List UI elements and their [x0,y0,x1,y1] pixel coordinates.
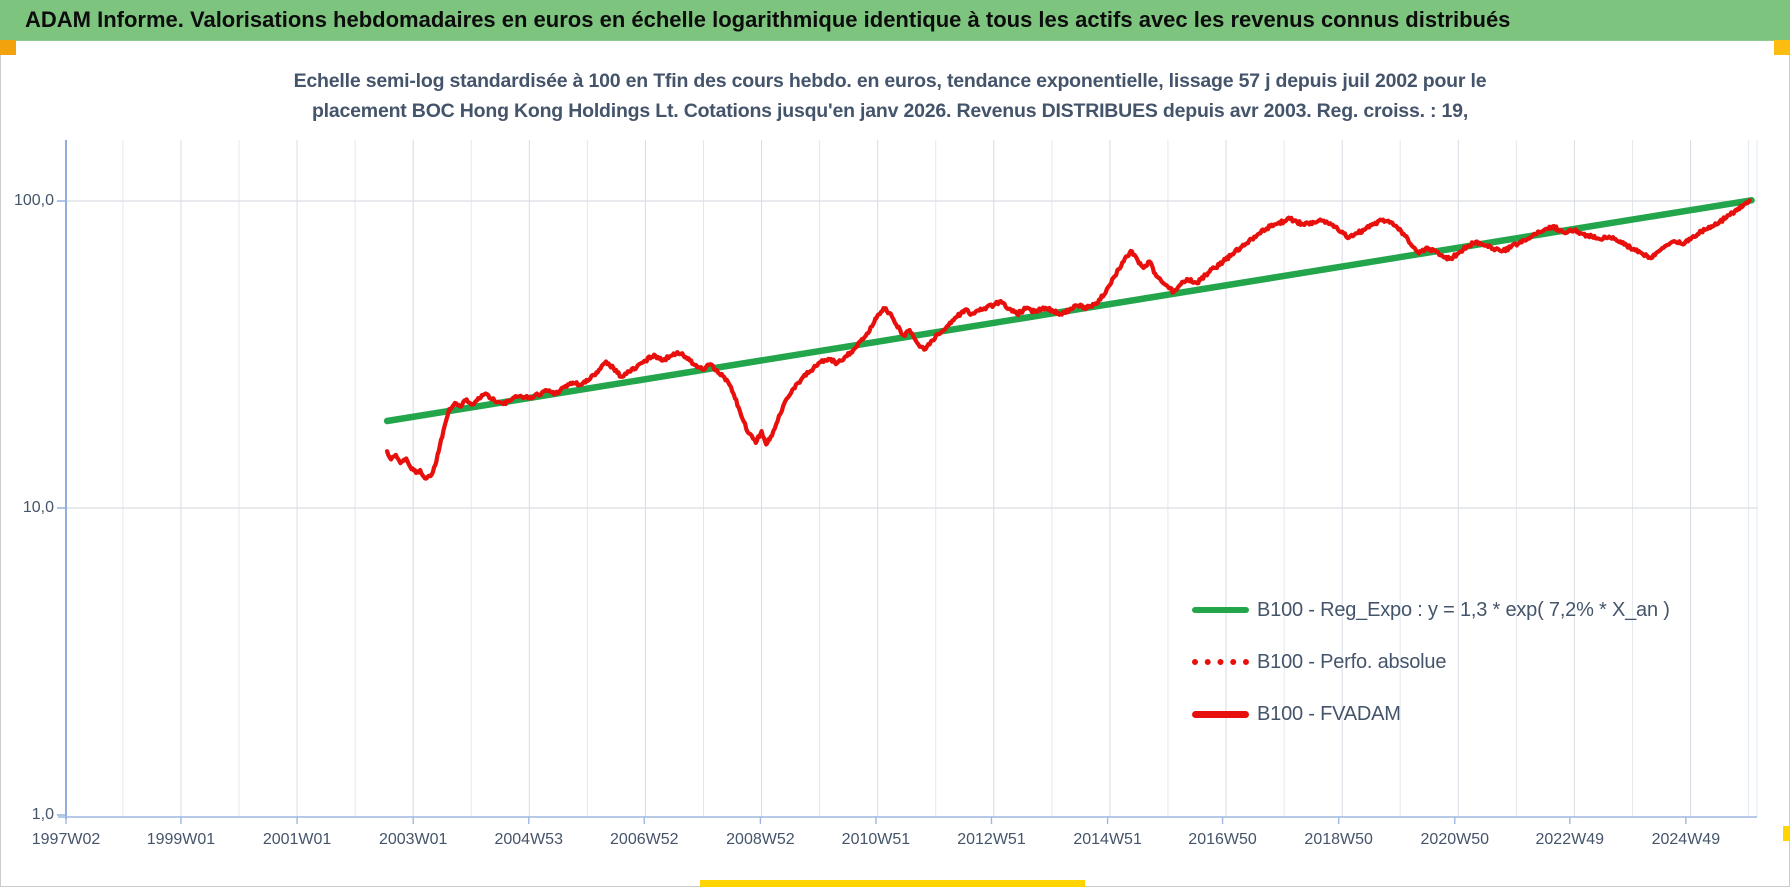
legend-item-fvadam: B100 - FVADAM [1192,688,1670,740]
y-axis-label: 1,0 [31,806,54,823]
y-axis-label: 10,0 [22,499,54,516]
series-price-line [385,198,1752,481]
chart-title: Echelle semi-log standardisée à 100 en T… [240,66,1540,126]
right-axis-marker [1783,826,1790,841]
x-axis-label: 2020W50 [1420,831,1490,848]
legend-item-reg-expo: B100 - Reg_Expo : y = 1,3 * exp( 7,2% * … [1192,584,1670,636]
x-axis-label: 1999W01 [146,831,216,848]
right-edge-marker [1774,40,1790,55]
legend-item-perfo-absolue: B100 - Perfo. absolue [1192,636,1670,688]
x-axis-label: 2014W51 [1073,831,1142,848]
x-axis-label: 2001W01 [262,831,332,848]
x-axis-label: 2010W51 [841,831,911,848]
series-dotted-price-line [385,198,1752,481]
x-axis-label: 2008W52 [726,831,795,848]
x-axis-label: 2018W50 [1304,831,1373,848]
x-axis-label: 2016W50 [1188,831,1257,848]
left-edge-marker [0,40,16,55]
red-dotted-swatch-icon [1192,659,1249,665]
chart-title-line2: placement BOC Hong Kong Holdings Lt. Cot… [311,100,1469,122]
report-title: ADAM Informe. Valorisations hebdomadaire… [25,7,1511,32]
y-axis-label: 100,0 [13,192,54,209]
chart-legend: B100 - Reg_Expo : y = 1,3 * exp( 7,2% * … [1192,584,1670,740]
x-axis-label: 1997W02 [31,831,101,848]
legend-label: B100 - FVADAM [1257,702,1401,725]
red-line-swatch-icon [1192,710,1249,718]
x-axis-label: 2004W53 [494,831,563,848]
chart-title-line1: Echelle semi-log standardisée à 100 en T… [293,70,1487,92]
bottom-edge-marker [700,880,1085,887]
legend-label: B100 - Perfo. absolue [1257,650,1447,673]
x-axis-label: 2003W01 [378,831,448,848]
header-bar: ADAM Informe. Valorisations hebdomadaire… [0,0,1790,41]
x-axis-label: 2006W52 [610,831,679,848]
x-axis-label: 2022W49 [1535,831,1605,848]
green-line-swatch-icon [1192,607,1249,613]
x-axis-label: 2012W51 [957,831,1026,848]
legend-label: B100 - Reg_Expo : y = 1,3 * exp( 7,2% * … [1257,598,1670,621]
x-axis-label: 2024W49 [1651,831,1721,848]
